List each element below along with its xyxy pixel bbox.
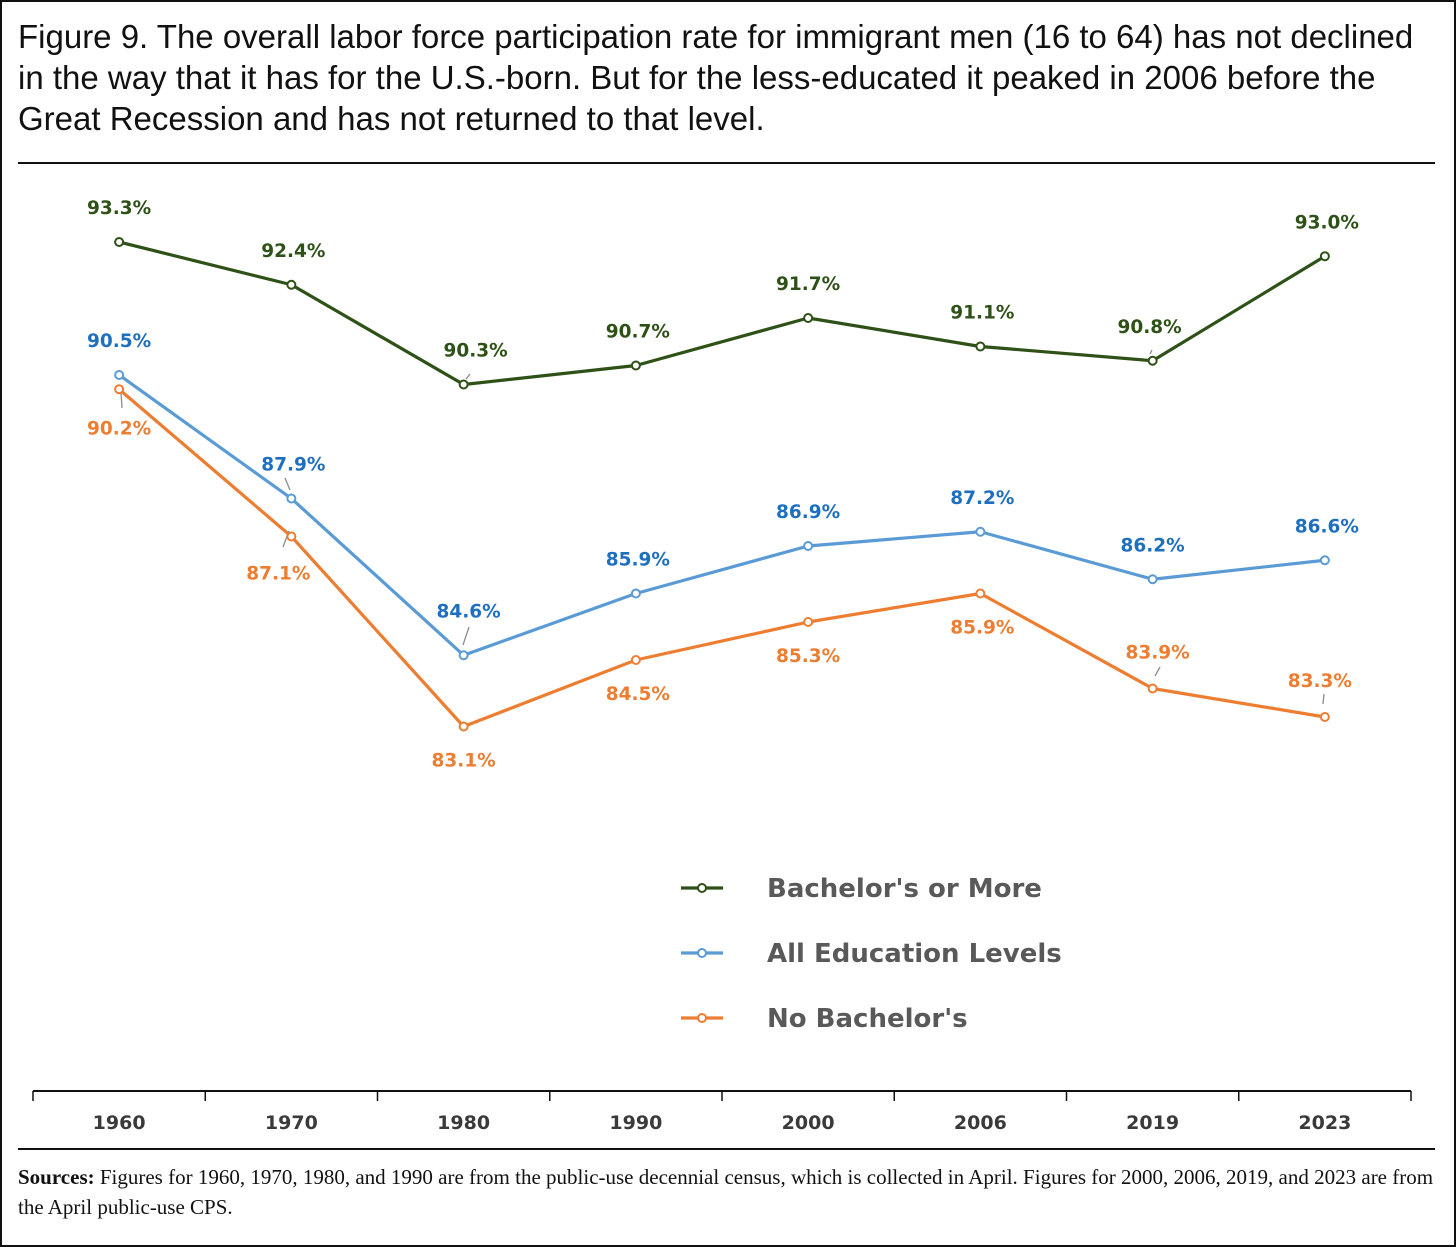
x-tick-label-1970: 1970 bbox=[265, 1112, 318, 1134]
bachelor-s-or-more-leader-2019 bbox=[1149, 349, 1153, 355]
all-education-levels-label-2019: 86.2% bbox=[1121, 535, 1185, 556]
no-bachelor-s-point-1960 bbox=[114, 384, 125, 395]
legend-marker-no-bachelor-s bbox=[697, 1013, 707, 1023]
bachelor-s-or-more-label-2006: 91.1% bbox=[950, 303, 1014, 324]
x-tick-label-1960: 1960 bbox=[93, 1112, 146, 1134]
data-points bbox=[114, 237, 1330, 732]
bachelor-s-or-more-point-2006 bbox=[975, 341, 986, 352]
bachelor-s-or-more-line bbox=[117, 240, 1327, 387]
all-education-levels-label-2023: 86.6% bbox=[1295, 516, 1359, 537]
sources-text: Figures for 1960, 1970, 1980, and 1990 a… bbox=[18, 1165, 1434, 1219]
no-bachelor-s-point-1990 bbox=[630, 655, 641, 665]
all-education-levels-label-1960: 90.5% bbox=[87, 331, 151, 352]
bachelor-s-or-more-point-1970 bbox=[286, 279, 297, 290]
bachelor-s-or-more-label-2019: 90.8% bbox=[1118, 317, 1182, 338]
all-education-levels-leader-1970 bbox=[284, 477, 291, 491]
all-education-levels-point-2000 bbox=[803, 541, 814, 551]
no-bachelor-s-leader-2019 bbox=[1154, 666, 1161, 677]
all-education-levels-point-1970 bbox=[286, 493, 297, 504]
no-bachelor-s-label-2006: 85.9% bbox=[950, 618, 1014, 639]
bachelor-s-or-more-point-1980 bbox=[458, 379, 469, 390]
legend: Bachelor's or More All Education Levels No… bbox=[681, 874, 1062, 1034]
all-education-levels-point-2006 bbox=[975, 526, 986, 537]
no-bachelor-s-label-2000: 85.3% bbox=[776, 646, 840, 667]
all-education-levels-label-1980: 84.6% bbox=[437, 601, 501, 622]
no-bachelor-s-label-1990: 84.5% bbox=[606, 684, 670, 705]
x-tick-label-1990: 1990 bbox=[609, 1112, 662, 1134]
sources-label: Sources: bbox=[18, 1165, 95, 1189]
all-education-levels-label-1970: 87.9% bbox=[261, 455, 325, 476]
no-bachelor-s-point-1980 bbox=[458, 721, 469, 732]
line-chart: 93.3% 92.4% 90.3% 90.7% 91.7% 91.1% 90.8% 93.0%… bbox=[32, 198, 1412, 1134]
data-labels: 93.3% 92.4% 90.3% 90.7% 91.7% 91.1% 90.8% 93.0%… bbox=[87, 198, 1359, 772]
all-education-levels-label-1990: 85.9% bbox=[606, 550, 670, 571]
bachelor-s-or-more-point-1990 bbox=[630, 360, 641, 371]
no-bachelor-s-label-2023: 83.3% bbox=[1288, 671, 1352, 692]
sources-divider bbox=[18, 1148, 1435, 1150]
x-tick-label-1980: 1980 bbox=[437, 1112, 490, 1134]
all-education-levels-label-2006: 87.2% bbox=[950, 488, 1014, 509]
bachelor-s-or-more-label-2000: 91.7% bbox=[776, 274, 840, 295]
legend-label-no-bachelor-s: No Bachelor's bbox=[767, 1004, 968, 1034]
all-education-levels-leader-1980 bbox=[462, 626, 470, 646]
sources-note: Sources: Figures for 1960, 1970, 1980, a… bbox=[18, 1162, 1438, 1222]
legend-item-bachelor-s-or-more: Bachelor's or More bbox=[681, 874, 1042, 904]
no-bachelor-s-point-2006 bbox=[975, 588, 986, 599]
bachelor-s-or-more-label-2023: 93.0% bbox=[1295, 212, 1359, 233]
bachelor-s-or-more-point-2000 bbox=[803, 313, 814, 323]
all-education-levels-point-2023 bbox=[1319, 555, 1330, 566]
no-bachelor-s-point-2023 bbox=[1319, 712, 1330, 722]
x-tick-label-2006: 2006 bbox=[954, 1112, 1007, 1134]
legend-item-all-education-levels: All Education Levels bbox=[681, 939, 1062, 969]
bachelor-s-or-more-label-1960: 93.3% bbox=[87, 198, 151, 219]
no-bachelor-s-label-1960: 90.2% bbox=[87, 418, 151, 439]
all-education-levels-point-1960 bbox=[114, 370, 125, 380]
legend-label-all-education-levels: All Education Levels bbox=[767, 939, 1062, 969]
all-education-levels-point-2019 bbox=[1147, 574, 1158, 585]
no-bachelor-s-point-1970 bbox=[286, 531, 297, 542]
x-tick-label-2000: 2000 bbox=[782, 1112, 835, 1134]
x-axis: 1960 1970 1980 1990 2000 2006 2019 2023 bbox=[32, 1090, 1412, 1134]
no-bachelor-s-line bbox=[117, 387, 1327, 729]
bachelor-s-or-more-label-1990: 90.7% bbox=[606, 322, 670, 343]
series-lines bbox=[117, 240, 1327, 729]
bachelor-s-or-more-leader-1980 bbox=[465, 373, 471, 380]
bachelor-s-or-more-label-1980: 90.3% bbox=[444, 341, 508, 362]
bachelor-s-or-more-label-1970: 92.4% bbox=[261, 241, 325, 262]
bachelor-s-or-more-point-2023 bbox=[1319, 251, 1330, 262]
no-bachelor-s-label-1980: 83.1% bbox=[432, 751, 496, 772]
no-bachelor-s-point-2019 bbox=[1147, 683, 1158, 694]
title-divider bbox=[18, 162, 1435, 164]
bachelor-s-or-more-point-2019 bbox=[1147, 355, 1158, 366]
no-bachelor-s-leader-1960 bbox=[120, 391, 123, 409]
no-bachelor-s-point-2000 bbox=[803, 617, 814, 627]
x-tick-label-2023: 2023 bbox=[1298, 1112, 1351, 1134]
all-education-levels-line bbox=[117, 373, 1327, 657]
all-education-levels-point-1990 bbox=[630, 588, 641, 599]
legend-marker-bachelor-s-or-more bbox=[697, 883, 707, 893]
all-education-levels-point-1980 bbox=[458, 650, 469, 661]
legend-label-bachelor-s-or-more: Bachelor's or More bbox=[767, 874, 1042, 904]
no-bachelor-s-label-1970: 87.1% bbox=[246, 564, 310, 585]
figure-title: Figure 9. The overall labor force partic… bbox=[18, 18, 1414, 137]
bachelor-s-or-more-point-1960 bbox=[114, 237, 125, 247]
all-education-levels-label-2000: 86.9% bbox=[776, 502, 840, 523]
legend-marker-all-education-levels bbox=[697, 948, 707, 958]
no-bachelor-s-leader-2023 bbox=[1322, 693, 1325, 705]
x-tick-label-2019: 2019 bbox=[1126, 1112, 1179, 1134]
no-bachelor-s-label-2019: 83.9% bbox=[1126, 643, 1190, 664]
legend-item-no-bachelor-s: No Bachelor's bbox=[681, 1004, 968, 1034]
